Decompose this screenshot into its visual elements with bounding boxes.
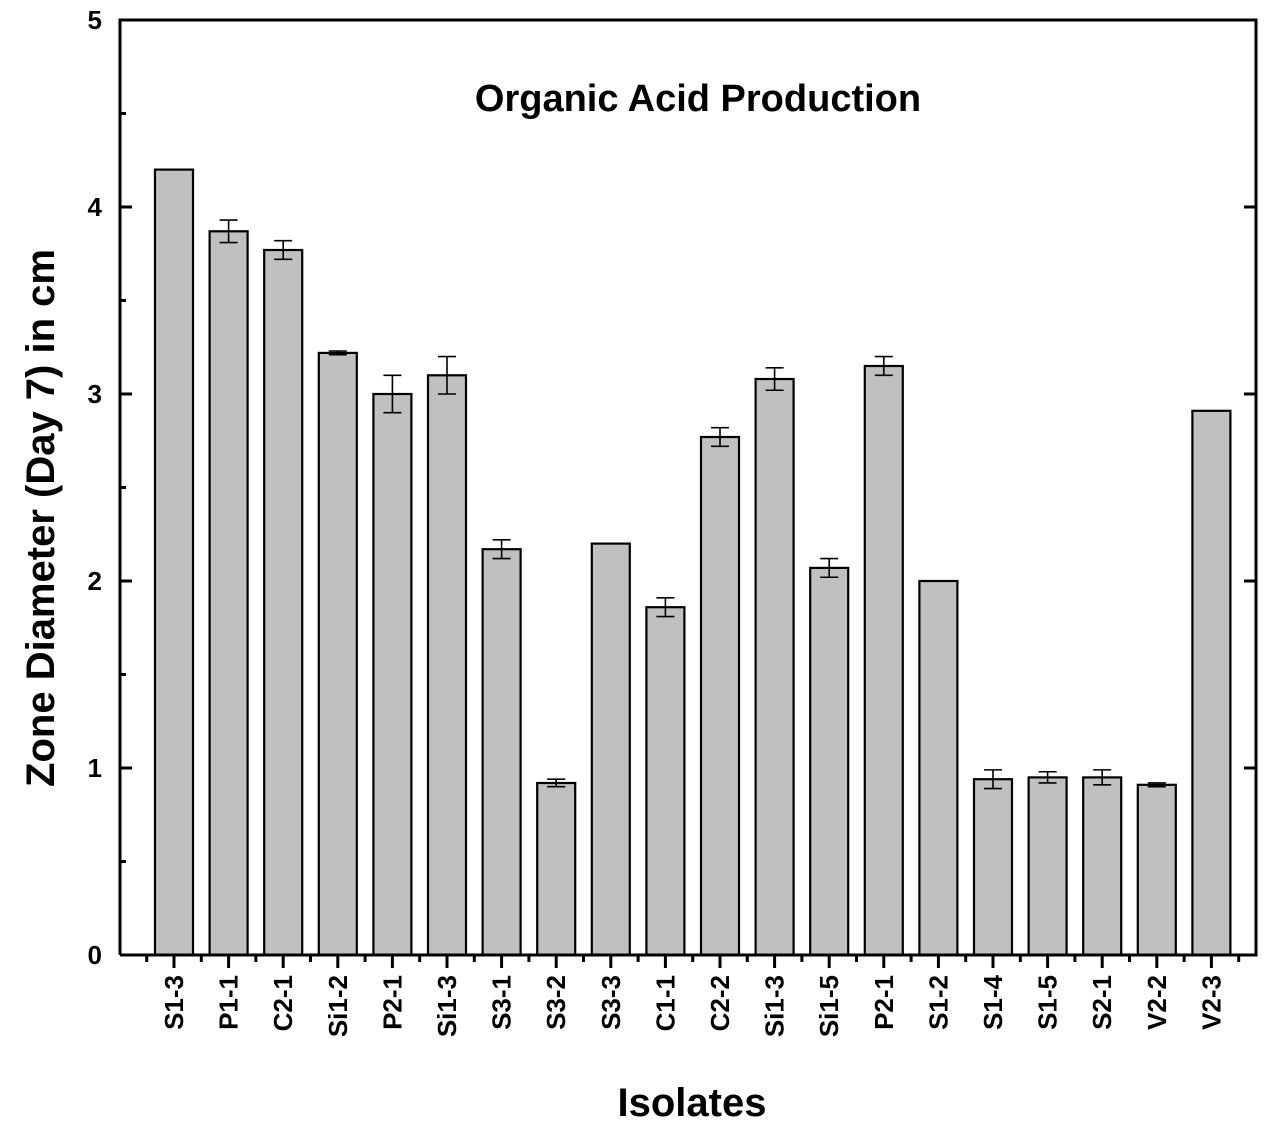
error-bar-4 [328,350,347,356]
bar-20 [1191,409,1232,957]
bars-layer [153,168,1232,957]
x-axis-ticks: S1-3 P1-1 C2-1 Si1-2 P2-1 Si1-3 S3-1 S3-2 S3-3 C1… [145,955,1241,1037]
x-tick-label: Si1-3 [760,975,790,1037]
x-tick-label: S3-2 [541,975,571,1030]
x-tick-label: S1-4 [978,974,1008,1029]
y-tick-label: 2 [88,566,102,596]
error-bar-8 [547,778,566,788]
x-tick-label: C2-2 [705,975,735,1031]
x-tick-label: V2-3 [1196,975,1226,1030]
x-tick-label: S3-1 [487,975,517,1030]
y-tick-label: 4 [88,192,103,222]
error-bar-3 [274,239,293,261]
x-tick-label: C1-1 [650,975,680,1031]
x-tick-label: Si1-5 [814,975,844,1037]
error-bar-17 [1038,770,1057,784]
x-axis-title: Isolates [618,1081,767,1124]
bar-11 [699,435,741,957]
error-bar-12 [765,367,784,392]
bar-6 [426,374,468,957]
error-bar-11 [711,426,729,448]
bar-3 [263,248,304,957]
bar-1 [153,168,195,957]
bar-9 [590,542,631,957]
bar-16 [972,778,1014,957]
y-tick-label: 5 [88,5,102,35]
error-bar-10 [656,597,675,618]
bar-10 [645,606,686,957]
error-bar-5 [383,374,402,414]
x-tick-label: S1-5 [1033,975,1063,1030]
bar-4 [317,351,358,957]
y-tick-label: 3 [88,379,102,409]
bar-2 [208,230,249,957]
x-tick-label: S1-3 [159,975,189,1030]
error-bar-18 [1093,769,1112,786]
bar-19 [1136,783,1177,957]
bar-18 [1082,776,1123,957]
y-tick-label: 0 [88,940,102,970]
x-tick-label: S1-2 [923,975,953,1030]
x-tick-label: S2-1 [1087,975,1117,1030]
error-bar-2 [219,219,238,244]
x-tick-label: V2-2 [1142,975,1172,1030]
bar-8 [536,781,577,957]
bar-13 [809,566,850,957]
x-tick-label: P1-1 [214,975,244,1030]
chart-title: Organic Acid Production [475,78,921,120]
x-tick-label: P2-1 [869,975,899,1030]
y-axis-ticks: 0 1 2 3 4 5 [88,5,1256,970]
x-tick-label: S3-3 [596,975,626,1030]
x-tick-label: Si1-3 [432,975,462,1037]
x-tick-label: C2-1 [268,975,298,1031]
bar-15 [918,579,959,957]
y-tick-label: 1 [88,753,102,783]
error-bar-6 [438,355,456,395]
bar-12 [754,377,795,957]
error-bar-7 [492,539,511,560]
error-bars-layer [165,168,1221,790]
y-axis-title: Zone Diameter (Day 7) in cm [19,249,63,787]
bar-5 [372,392,413,957]
error-bar-19 [1147,782,1166,788]
error-bar-16 [984,769,1002,790]
error-bar-14 [874,355,893,377]
bar-14 [863,364,904,957]
x-tick-label: P2-1 [377,975,407,1030]
bar-17 [1027,776,1068,957]
bar-7 [481,548,522,957]
error-bar-13 [820,557,839,579]
x-tick-label: Si1-2 [323,975,353,1037]
